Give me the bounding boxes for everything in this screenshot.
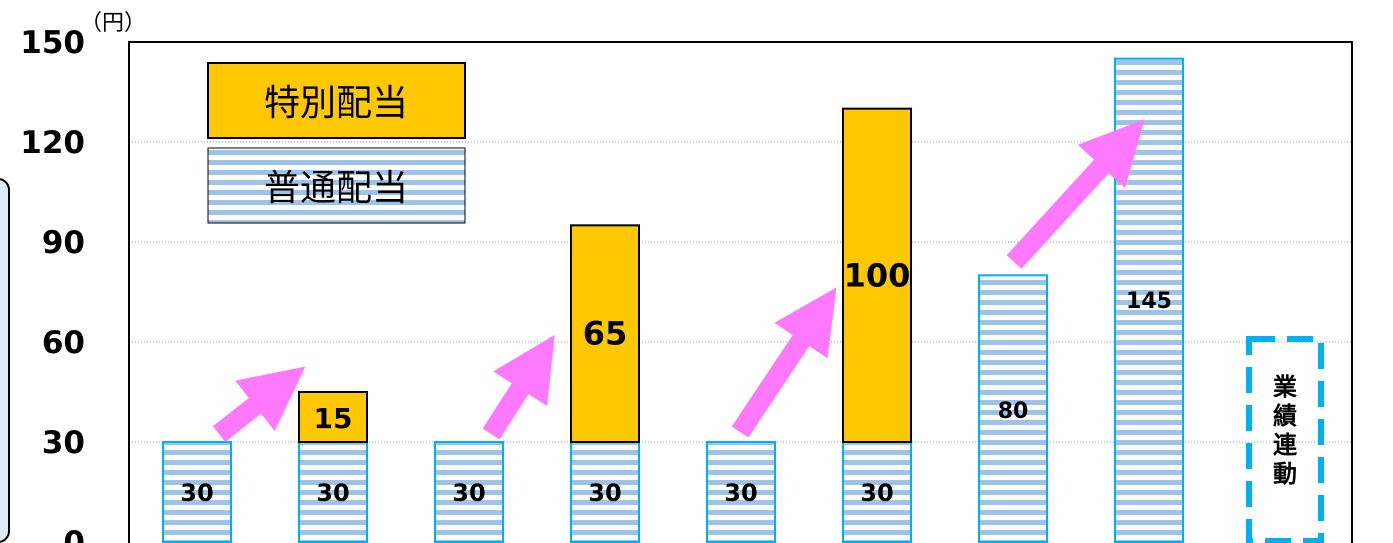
bar-regular [978,274,1048,543]
tbd-bar-label-char: 動 [1273,460,1297,488]
bar-value-label-regular: 30 [860,479,893,507]
bar-value-label-special: 15 [314,402,353,435]
growth-arrow [731,287,837,438]
bar-value-label-regular: 80 [998,399,1029,424]
bar-regular [570,441,640,543]
legend-label-special: 特別配当 [264,83,408,124]
growth-arrows [212,119,1145,442]
plot-frame [128,41,1353,543]
bar-value-label-regular: 30 [588,479,621,507]
bar-value-label-regular: 30 [180,479,213,507]
growth-arrow [482,334,555,440]
y-tick-label: 30 [42,425,85,461]
y-tick-label: 60 [42,325,85,361]
y-tick-label: 90 [42,225,85,261]
growth-arrow [1006,119,1145,269]
tbd-bar-label-char: 績 [1273,402,1297,430]
legend-swatch-regular [207,147,466,224]
bar-value-label-regular: 145 [1126,289,1172,314]
bar-special [298,391,368,443]
tbd-bar-outline [1246,336,1324,543]
y-tick-label: 150 [20,25,85,61]
legend-item-special: 特別配当 [207,62,466,139]
y-tick-label: 0 [63,525,85,543]
tbd-bar-label-char: 連 [1273,431,1298,459]
bar-special [570,224,640,443]
bar-regular [162,441,232,543]
bar-value-label-special: 65 [583,315,628,353]
bar-regular [434,441,504,543]
legend-label-regular: 普通配当 [264,168,408,209]
legend: 特別配当 普通配当 [207,62,466,224]
tbd-bar-label-char: 業 [1273,373,1297,401]
bar-special [842,107,912,444]
bar-value-label-regular: 30 [316,479,349,507]
bar-regular [298,441,368,543]
bar-regular [706,441,776,543]
bar-regular [842,441,912,543]
y-tick-label: 120 [20,125,85,161]
bar-value-label-regular: 30 [452,479,485,507]
y-unit-label: （円） [80,11,146,36]
y-axis: 0 30 60 90 120 150 [20,25,85,543]
growth-arrow [212,366,306,442]
bar-value-label-special: 100 [844,256,911,294]
bar-value-label-regular: 30 [724,479,757,507]
legend-item-regular: 普通配当 [207,147,466,224]
legend-swatch-special [207,62,466,139]
